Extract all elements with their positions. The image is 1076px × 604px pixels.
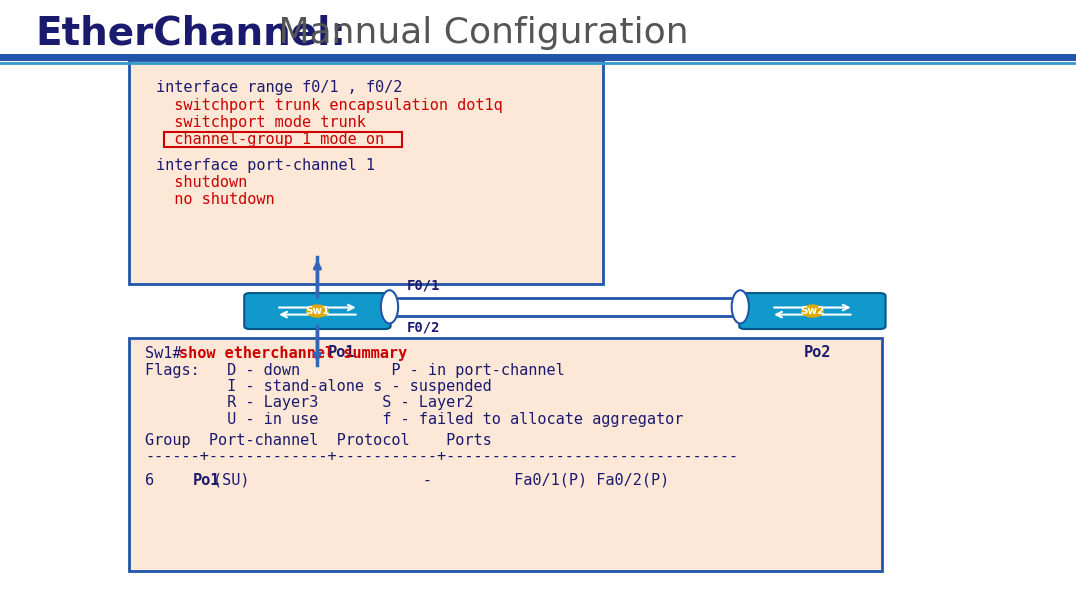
FancyBboxPatch shape: [739, 293, 886, 329]
Text: Sw1#: Sw1#: [145, 346, 190, 361]
Text: F0/1: F0/1: [407, 279, 440, 293]
Text: Po1: Po1: [193, 473, 221, 487]
Text: Po2: Po2: [804, 345, 832, 359]
Text: F0/2: F0/2: [407, 321, 440, 335]
Text: Group  Port-channel  Protocol    Ports: Group Port-channel Protocol Ports: [145, 434, 492, 448]
Circle shape: [802, 305, 823, 317]
Text: interface port-channel 1: interface port-channel 1: [156, 158, 376, 173]
Ellipse shape: [732, 290, 749, 324]
Text: channel-group 1 mode on: channel-group 1 mode on: [156, 132, 384, 147]
Text: R - Layer3       S - Layer2: R - Layer3 S - Layer2: [145, 396, 473, 410]
Text: I - stand-alone s - suspended: I - stand-alone s - suspended: [145, 379, 492, 394]
Ellipse shape: [381, 290, 398, 324]
Text: Mannual Configuration: Mannual Configuration: [267, 16, 689, 50]
Text: switchport mode trunk: switchport mode trunk: [156, 115, 366, 130]
Text: EtherChannel:: EtherChannel:: [36, 14, 346, 52]
Text: Sw1: Sw1: [306, 306, 329, 316]
Text: switchport trunk encapsulation dot1q: switchport trunk encapsulation dot1q: [156, 98, 502, 113]
Text: Po1: Po1: [327, 345, 355, 359]
Text: ------+-------------+-----------+--------------------------------: ------+-------------+-----------+-------…: [145, 449, 738, 463]
FancyBboxPatch shape: [129, 338, 882, 571]
Text: shutdown: shutdown: [156, 175, 247, 190]
Text: interface range f0/1 , f0/2: interface range f0/1 , f0/2: [156, 80, 402, 95]
Text: show etherchannel summary: show etherchannel summary: [179, 346, 408, 361]
Text: Sw2: Sw2: [801, 306, 824, 316]
Text: no shutdown: no shutdown: [156, 192, 274, 207]
Text: U - in use       f - failed to allocate aggregator: U - in use f - failed to allocate aggreg…: [145, 412, 683, 426]
Text: 6: 6: [145, 473, 209, 487]
Circle shape: [307, 305, 328, 317]
FancyBboxPatch shape: [129, 60, 603, 284]
FancyBboxPatch shape: [244, 293, 391, 329]
Text: Flags:   D - down          P - in port-channel: Flags: D - down P - in port-channel: [145, 363, 565, 378]
Text: (SU)                   -         Fa0/1(P) Fa0/2(P): (SU) - Fa0/1(P) Fa0/2(P): [213, 473, 669, 487]
